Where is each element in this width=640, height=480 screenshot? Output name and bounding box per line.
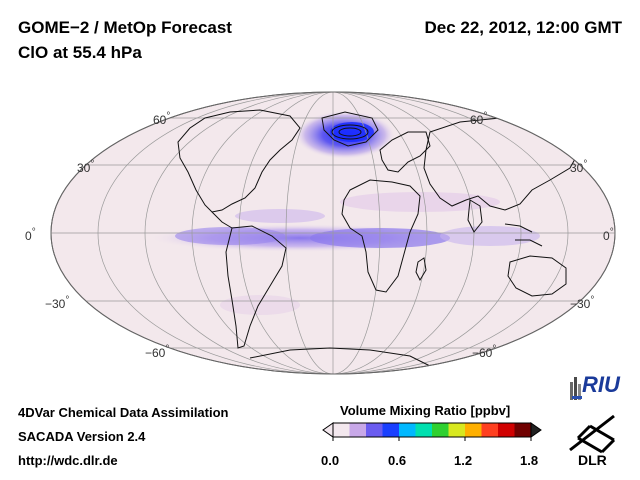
colorbar-segment xyxy=(448,423,466,437)
footer-url[interactable]: http://wdc.dlr.de xyxy=(18,453,118,468)
footer-version: SACADA Version 2.4 xyxy=(18,429,146,444)
colorbar-tick-2: 1.2 xyxy=(454,453,473,468)
species-label: ClO at 55.4 hPa xyxy=(18,43,142,62)
colorbar-segment xyxy=(481,423,499,437)
lat-label-0-right: 0° xyxy=(603,227,614,243)
colorbar-tick-3: 1.8 xyxy=(520,453,539,468)
colorbar xyxy=(322,422,542,441)
colorbar-segment xyxy=(498,423,516,437)
lat-label-60s-right: −60° xyxy=(472,344,497,360)
colorbar-segment xyxy=(366,423,384,437)
lat-label-60n-right: 60° xyxy=(470,111,488,127)
colorbar-min-arrow xyxy=(322,422,334,438)
colorbar-segment xyxy=(514,423,532,437)
colorbar-segment xyxy=(415,423,433,437)
product-title: GOME−2 / MetOp Forecast xyxy=(18,18,232,37)
lat-label-30s-right: −30° xyxy=(570,295,595,311)
colorbar-border xyxy=(332,422,532,438)
lat-label-60n-left: 60° xyxy=(153,111,171,127)
colorbar-tick-0: 0.0 xyxy=(321,453,340,468)
colorbar-tick-1: 0.6 xyxy=(388,453,407,468)
colorbar-segment xyxy=(465,423,483,437)
colorbar-title: Volume Mixing Ratio [ppbv] xyxy=(340,403,511,418)
dlr-logo: DLR xyxy=(564,412,628,474)
colorbar-max-arrow xyxy=(530,422,542,438)
forecast-datetime: Dec 22, 2012, 12:00 GMT xyxy=(424,18,622,37)
lat-label-60s-left: −60° xyxy=(145,344,170,360)
colorbar-segment xyxy=(333,423,351,437)
colorbar-segment xyxy=(399,423,417,437)
footer-method: 4DVar Chemical Data Assimilation xyxy=(18,405,229,420)
lat-label-0-left: 0° xyxy=(25,227,36,243)
dlr-logo-text: DLR xyxy=(578,452,607,468)
lat-label-30n-right: 30° xyxy=(570,159,588,175)
riu-logo-text: RIU xyxy=(582,372,620,397)
riu-logo-mark xyxy=(570,377,582,400)
lat-label-30n-left: 30° xyxy=(77,159,95,175)
globe xyxy=(50,91,616,375)
colorbar-segment xyxy=(432,423,450,437)
colorbar-segment xyxy=(382,423,400,437)
riu-logo: RIU xyxy=(566,372,628,402)
dlr-logo-mark xyxy=(569,414,616,454)
lat-label-30s-left: −30° xyxy=(45,295,70,311)
colorbar-segment xyxy=(349,423,367,437)
